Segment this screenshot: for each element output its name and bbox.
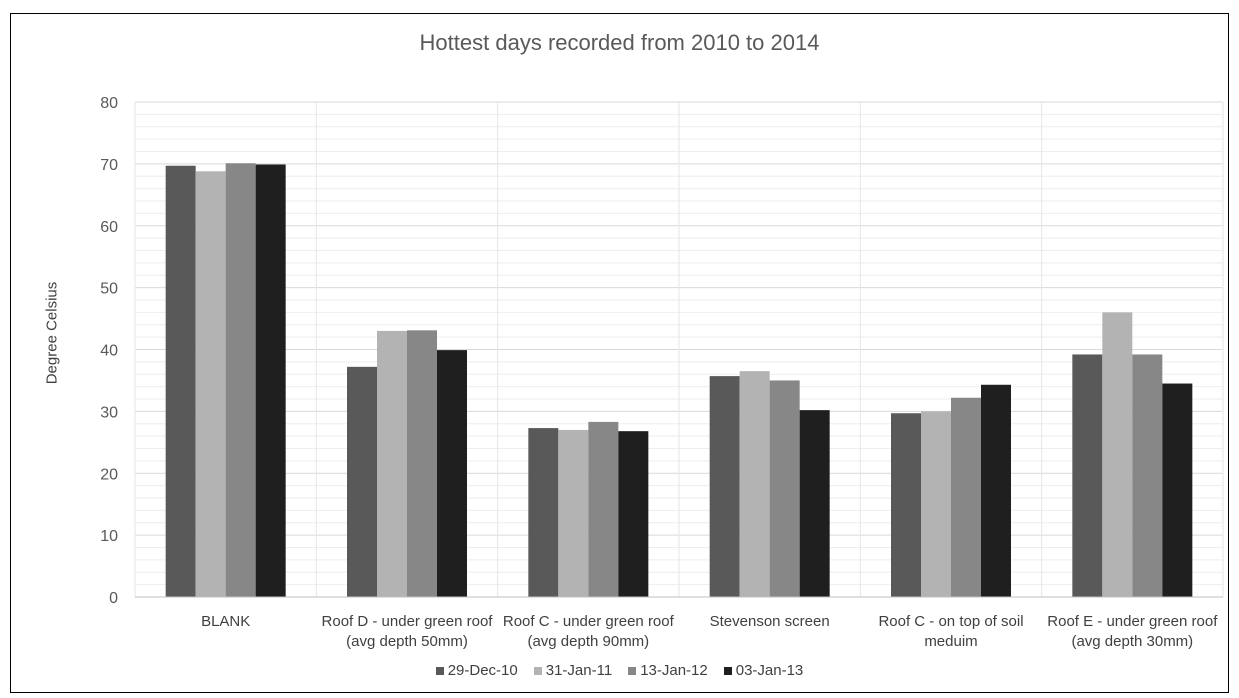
x-tick-label: BLANK — [201, 613, 250, 630]
bar-03-jan-13 — [437, 350, 467, 597]
bar-29-dec-10 — [528, 428, 559, 597]
legend-label: 03-Jan-13 — [735, 662, 804, 679]
legend-item: 29-Dec-10 — [435, 662, 518, 679]
y-tick-label: 20 — [100, 466, 118, 483]
bar-29-dec-10 — [709, 376, 740, 597]
y-tick-label: 0 — [109, 590, 118, 607]
chart-title: Hottest days recorded from 2010 to 2014 — [419, 30, 820, 55]
y-tick-label: 10 — [100, 528, 118, 545]
bar-03-jan-13 — [799, 410, 830, 597]
y-tick-label: 50 — [100, 281, 118, 298]
legend-swatch — [435, 666, 444, 675]
bar-13-jan-12 — [588, 421, 619, 597]
legend-swatch — [628, 666, 637, 675]
bar-31-jan-11 — [558, 429, 589, 597]
bar-29-dec-10 — [347, 366, 377, 597]
x-tick-label: Roof C - on top of soil — [878, 613, 1023, 630]
bar-13-jan-12 — [951, 397, 981, 597]
x-tick-label: (avg depth 90mm) — [527, 633, 649, 650]
legend-label: 29-Dec-10 — [447, 662, 518, 679]
x-tick-label: (avg depth 30mm) — [1071, 633, 1193, 650]
y-tick-label: 60 — [100, 219, 118, 236]
y-tick-label: 80 — [100, 95, 118, 112]
legend-item: 03-Jan-13 — [723, 662, 804, 679]
bar-31-jan-11 — [195, 171, 226, 598]
bar-13-jan-12 — [1132, 354, 1163, 597]
legend-label: 13-Jan-12 — [640, 662, 708, 679]
bar-29-dec-10 — [891, 413, 921, 597]
legend-swatch — [533, 666, 542, 675]
bar-13-jan-12 — [225, 163, 256, 597]
y-tick-label: 70 — [100, 157, 118, 174]
bar-29-dec-10 — [1072, 354, 1103, 597]
bar-31-jan-11 — [377, 330, 407, 597]
x-tick-label: Roof E - under green roof — [1047, 613, 1218, 630]
legend-item: 31-Jan-11 — [533, 662, 613, 679]
bar-31-jan-11 — [921, 411, 951, 597]
legend-swatch — [723, 666, 732, 675]
bar-29-dec-10 — [165, 165, 196, 597]
y-tick-label: 30 — [100, 404, 118, 421]
x-tick-label: meduim — [924, 633, 977, 650]
x-tick-label: Roof C - under green roof — [503, 613, 675, 630]
bar-03-jan-13 — [255, 164, 286, 597]
legend-label: 31-Jan-11 — [545, 662, 613, 679]
x-tick-label: Roof D - under green roof — [322, 613, 494, 630]
y-tick-label: 40 — [100, 343, 118, 360]
legend: 29-Dec-10 31-Jan-11 13-Jan-12 03-Jan-13 — [0, 662, 1239, 679]
legend-item: 13-Jan-12 — [628, 662, 708, 679]
bar-31-jan-11 — [1102, 312, 1133, 597]
x-tick-label: Stevenson screen — [710, 613, 830, 630]
bar-13-jan-12 — [769, 380, 800, 597]
bar-03-jan-13 — [1162, 383, 1193, 597]
bar-31-jan-11 — [739, 371, 770, 597]
bar-03-jan-13 — [618, 431, 649, 597]
bar-13-jan-12 — [407, 330, 437, 597]
x-tick-label: (avg depth 50mm) — [346, 633, 468, 650]
bar-03-jan-13 — [981, 384, 1011, 597]
